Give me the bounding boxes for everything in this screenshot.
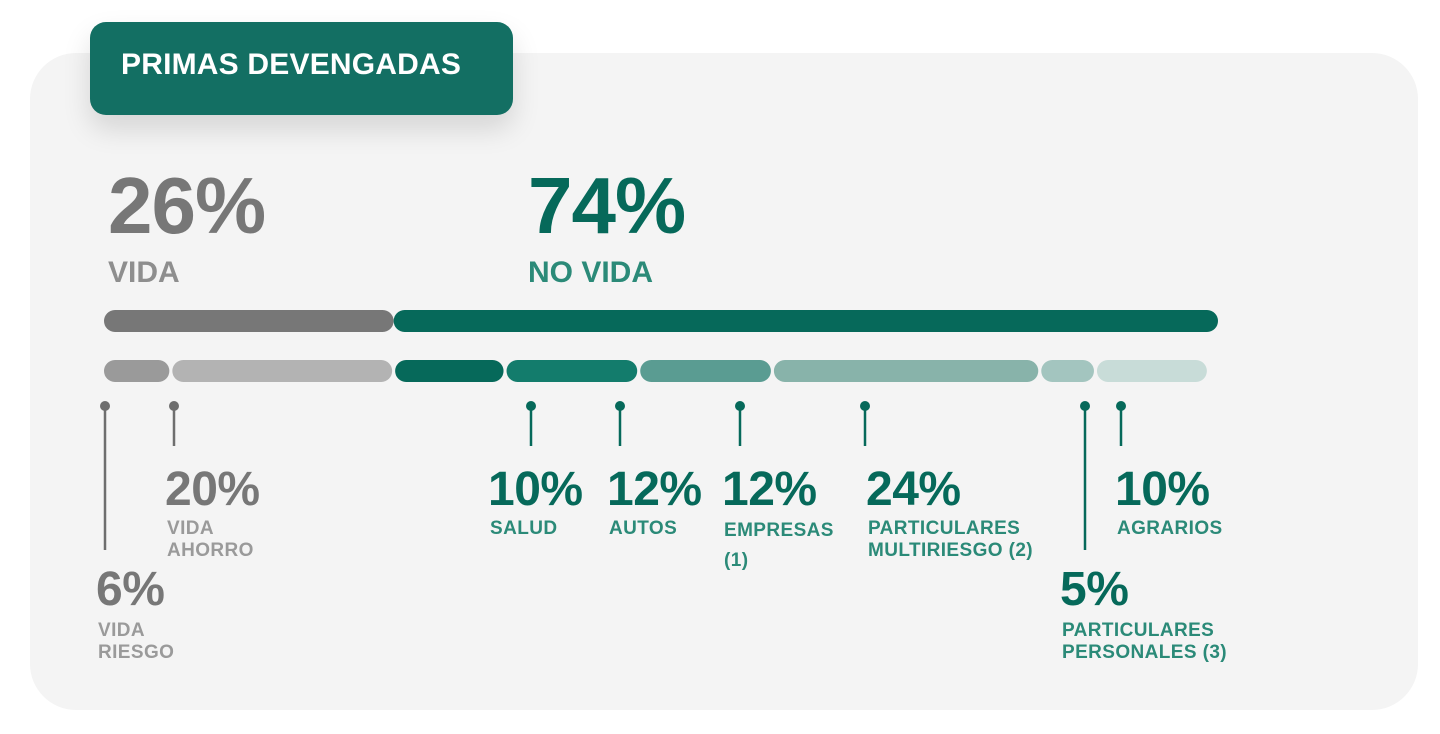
vida-total-label: VIDA bbox=[108, 256, 180, 289]
no-vida-total-label: NO VIDA bbox=[528, 256, 654, 289]
segment-bar-6 bbox=[773, 360, 1039, 382]
segment-label-line: PERSONALES (3) bbox=[1062, 642, 1228, 663]
header-tab bbox=[90, 22, 513, 115]
segment-label-2: VIDA AHORRO bbox=[167, 518, 254, 562]
segment-label-line: PARTICULARES bbox=[868, 518, 1021, 539]
group-bar-no-vida bbox=[393, 310, 1218, 332]
segment-label-line: SALUD bbox=[490, 518, 558, 539]
segment-label-line: MULTIRIESGO (2) bbox=[868, 540, 1034, 561]
group-bar-vida bbox=[104, 310, 394, 332]
segment-bar-8 bbox=[1096, 360, 1207, 382]
segment-pin-dot-5 bbox=[735, 401, 745, 411]
segment-label-line: VIDA bbox=[167, 518, 214, 539]
segment-bar-4 bbox=[506, 360, 638, 382]
segment-percent-5: 12% bbox=[722, 463, 817, 516]
segment-label-line: RIESGO bbox=[98, 642, 175, 663]
segment-pin-dot-6 bbox=[860, 401, 870, 411]
segment-label-3: SALUD bbox=[490, 518, 557, 540]
segment-percent-3: 10% bbox=[488, 463, 583, 516]
segment-percent-8: 10% bbox=[1115, 463, 1210, 516]
segment-pin-dot-8 bbox=[1116, 401, 1126, 411]
no-vida-total-percent: 74% bbox=[528, 161, 686, 250]
segment-percent-1: 6% bbox=[96, 563, 165, 616]
segment-label-5: EMPRESAS (1) bbox=[724, 516, 834, 576]
segment-label-4: AUTOS bbox=[609, 518, 677, 540]
segment-label-line: AUTOS bbox=[609, 518, 678, 539]
segment-percent-2: 20% bbox=[165, 463, 260, 516]
segment-label-line: EMPRESAS bbox=[724, 520, 834, 541]
segment-bar-2 bbox=[172, 360, 393, 382]
segment-pin-dot-7 bbox=[1080, 401, 1090, 411]
segment-pin-dot-4 bbox=[615, 401, 625, 411]
segment-bar-1 bbox=[104, 360, 170, 382]
segment-percent-6: 24% bbox=[866, 463, 961, 516]
segment-label-8: AGRARIOS bbox=[1117, 518, 1223, 540]
segment-bar-5 bbox=[640, 360, 771, 382]
segment-bar-3 bbox=[395, 360, 504, 382]
segment-pin-dot-2 bbox=[169, 401, 179, 411]
segment-pin-dot-3 bbox=[526, 401, 536, 411]
vida-total-percent: 26% bbox=[108, 161, 266, 250]
segment-label-line: AGRARIOS bbox=[1117, 518, 1223, 539]
segment-pin-dot-1 bbox=[100, 401, 110, 411]
segment-label-7: PARTICULARES PERSONALES (3) bbox=[1062, 620, 1227, 664]
segment-label-line: AHORRO bbox=[167, 540, 254, 561]
segment-percent-4: 12% bbox=[607, 463, 702, 516]
segment-label-line: VIDA bbox=[98, 620, 145, 641]
header-title: PRIMAS DEVENGADAS bbox=[121, 48, 462, 81]
segment-label-1: VIDA RIESGO bbox=[98, 620, 174, 664]
segment-label-line: (1) bbox=[724, 550, 749, 571]
segment-label-line: PARTICULARES bbox=[1062, 620, 1215, 641]
segment-bar-7 bbox=[1041, 360, 1094, 382]
segment-label-6: PARTICULARES MULTIRIESGO (2) bbox=[868, 518, 1033, 562]
segment-percent-7: 5% bbox=[1060, 563, 1129, 616]
